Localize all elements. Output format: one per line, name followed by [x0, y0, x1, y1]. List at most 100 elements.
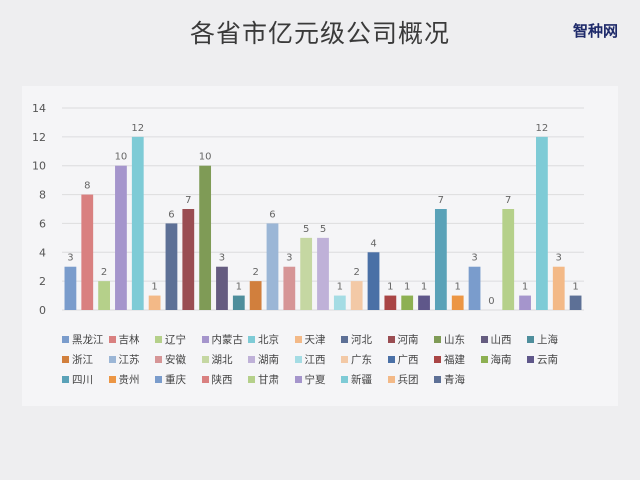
legend-swatch — [294, 376, 302, 383]
legend-label: 陕西 — [211, 374, 233, 386]
legend-label: 湖北 — [211, 354, 233, 366]
data-label: 10 — [115, 152, 128, 163]
legend-swatch — [387, 356, 395, 363]
bar-5 — [131, 136, 144, 310]
page-title: 各省市亿元级公司概况 — [189, 19, 450, 48]
legend-item: 兵团 — [387, 372, 435, 387]
legend-swatch — [341, 336, 348, 343]
bar-14 — [283, 266, 296, 310]
legend-swatch — [62, 336, 69, 343]
legend-swatch — [248, 336, 255, 343]
legend-swatch — [108, 356, 116, 363]
legend-label: 江西 — [304, 354, 326, 366]
bar-20 — [384, 295, 397, 310]
legend-label: 江苏 — [118, 354, 140, 366]
bar-3 — [98, 281, 110, 310]
y-tick-label: 10 — [32, 160, 46, 173]
data-label: 2 — [101, 267, 107, 278]
legend-item: 山东 — [434, 332, 481, 347]
bar-11 — [232, 295, 245, 310]
data-label: 7 — [438, 195, 444, 206]
y-tick-label: 6 — [39, 217, 46, 230]
bar-13 — [266, 223, 279, 310]
legend-item: 福建 — [434, 352, 481, 367]
bar-29 — [536, 136, 548, 310]
data-label: 7 — [505, 195, 511, 206]
legend-item: 浙江 — [62, 352, 109, 367]
data-label: 5 — [320, 224, 326, 235]
legend-label: 福建 — [444, 354, 465, 366]
legend-item: 四川 — [62, 372, 109, 387]
legend-swatch — [155, 376, 162, 383]
bar-8 — [182, 209, 195, 310]
legend-item: 河南 — [387, 332, 435, 347]
bar-18 — [350, 281, 363, 310]
legend-item: 宁夏 — [294, 372, 342, 387]
legend-label: 青海 — [444, 374, 465, 386]
legend-item: 湖南 — [248, 352, 295, 367]
legend-label: 山西 — [490, 334, 512, 346]
data-label: 1 — [151, 282, 157, 293]
data-label: 5 — [303, 224, 309, 235]
legend-label: 河南 — [397, 334, 419, 346]
legend-swatch — [387, 376, 395, 383]
legend-item: 重庆 — [155, 372, 202, 387]
data-label: 3 — [219, 253, 225, 264]
data-label: 1 — [522, 282, 528, 293]
legend-item: 内蒙古 — [201, 332, 249, 347]
bar-2 — [81, 194, 94, 310]
data-label: 1 — [572, 282, 578, 293]
brand-logo: 智种网 — [572, 22, 618, 40]
y-tick-label: 8 — [39, 189, 46, 202]
legend-swatch — [294, 336, 302, 343]
data-label: 12 — [536, 123, 549, 134]
legend-swatch — [201, 376, 209, 383]
bar-24 — [451, 295, 464, 310]
legend-label: 辽宁 — [165, 334, 186, 346]
legend-item: 陕西 — [201, 372, 249, 387]
bar-7 — [165, 223, 178, 310]
legend-swatch — [480, 356, 488, 363]
legend-swatch — [341, 376, 348, 383]
data-label: 6 — [269, 209, 275, 220]
bar-9 — [199, 165, 212, 310]
legend-label: 重庆 — [165, 374, 186, 386]
legend-swatch — [434, 356, 441, 363]
legend-swatch — [434, 376, 441, 383]
data-label: 10 — [199, 152, 212, 163]
legend-label: 上海 — [537, 334, 558, 346]
legend-swatch — [201, 336, 209, 343]
data-label: 2 — [353, 267, 359, 278]
legend-label: 新疆 — [351, 374, 372, 386]
legend-item: 江西 — [294, 352, 342, 367]
legend-item: 天津 — [294, 332, 342, 347]
data-label: 8 — [84, 181, 90, 192]
legend-item: 辽宁 — [155, 332, 202, 347]
bar-19 — [367, 252, 380, 310]
y-tick-label: 12 — [32, 131, 46, 144]
data-label: 1 — [404, 282, 410, 293]
legend-swatch — [108, 336, 116, 343]
bar-22 — [418, 295, 430, 310]
bar-15 — [300, 237, 313, 310]
legend-label: 安徽 — [165, 354, 186, 366]
legend-item: 河北 — [341, 332, 388, 347]
legend-swatch — [434, 336, 441, 343]
legend-label: 黑龙江 — [72, 334, 104, 346]
legend-item: 北京 — [248, 332, 295, 347]
legend-label: 甘肃 — [258, 374, 279, 386]
data-label: 12 — [131, 123, 144, 134]
legend-item: 黑龙江 — [62, 332, 109, 347]
legend-item: 安徽 — [155, 352, 202, 367]
legend-label: 湖南 — [258, 354, 279, 366]
legend-label: 贵州 — [118, 374, 140, 386]
legend-label: 浙江 — [72, 354, 93, 366]
legend-label: 北京 — [258, 334, 279, 346]
data-label: 1 — [387, 282, 393, 293]
legend-label: 吉林 — [118, 334, 140, 346]
bar-30 — [552, 266, 565, 310]
legend-label: 山东 — [444, 334, 465, 346]
legend-item: 上海 — [527, 332, 574, 347]
legend-item: 青海 — [434, 372, 481, 387]
